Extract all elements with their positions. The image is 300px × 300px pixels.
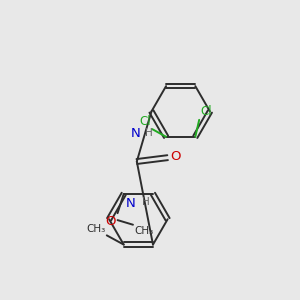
Text: H: H: [145, 128, 153, 138]
Text: N: N: [130, 127, 140, 140]
Text: O: O: [106, 215, 116, 228]
Text: CH₃: CH₃: [134, 226, 154, 236]
Text: Cl: Cl: [200, 105, 212, 118]
Text: N: N: [126, 196, 136, 210]
Text: O: O: [171, 150, 181, 163]
Text: CH₃: CH₃: [86, 224, 105, 234]
Text: Cl: Cl: [139, 115, 151, 128]
Text: H: H: [142, 196, 150, 206]
